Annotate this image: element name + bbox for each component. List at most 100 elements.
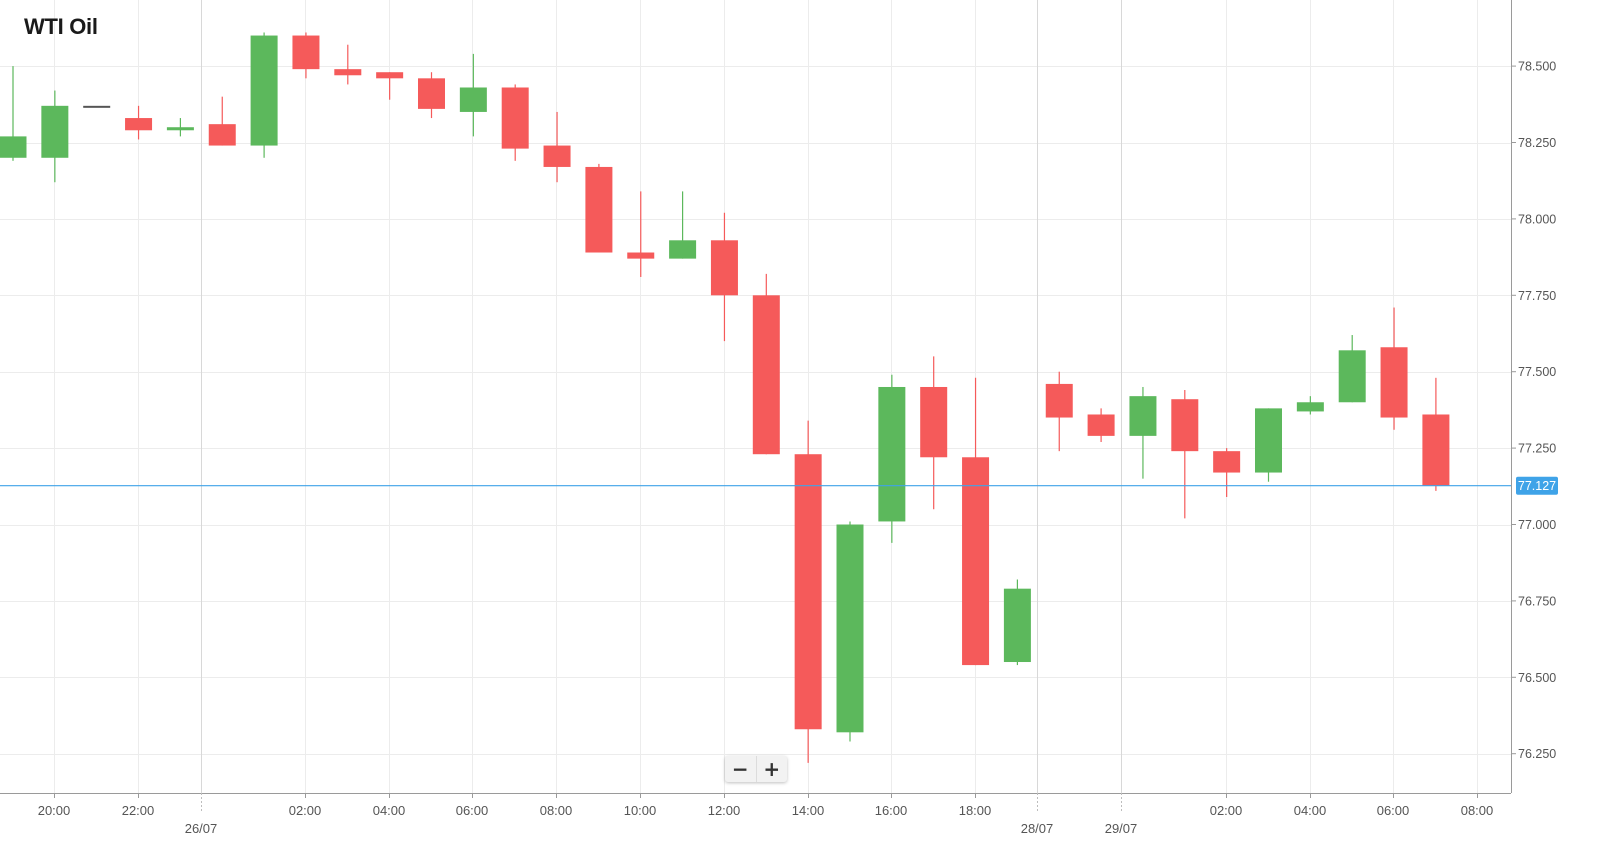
candle[interactable] [1338,335,1366,403]
candle-series[interactable] [0,32,1450,763]
candle-body[interactable] [1087,414,1115,436]
current-price-line: 77.127 [0,476,1558,495]
candle-body[interactable] [1296,402,1324,412]
candle[interactable] [0,66,27,161]
candle[interactable] [1003,579,1031,666]
x-axis: 20:00 22:00 02:00 04:00 06:00 08:00 10:00 12:00… [0,793,1511,836]
y-tick-label: 77.000 [1518,518,1556,532]
y-tick-label: 77.250 [1518,442,1556,456]
x-tick-label: 08:00 [1461,803,1494,818]
candle-body[interactable] [292,35,320,70]
x-tick-label: 06:00 [1377,803,1410,818]
candle[interactable] [669,191,697,259]
x-tick-label: 02:00 [1210,803,1243,818]
candle[interactable] [1087,408,1115,442]
candle[interactable] [1129,386,1157,479]
candle-body[interactable] [836,524,864,733]
candle[interactable] [501,84,529,161]
candle[interactable] [627,191,655,277]
candle[interactable] [710,212,738,342]
candle[interactable] [125,105,153,140]
x-tick-label: 10:00 [624,803,657,818]
zoom-controls: − + [725,756,787,782]
candle[interactable] [418,72,445,119]
candle[interactable] [1296,396,1324,415]
candle[interactable] [83,105,111,108]
candle[interactable] [1380,307,1408,430]
candle-body[interactable] [1171,399,1199,452]
candle[interactable] [1171,390,1199,519]
candle-body[interactable] [125,118,153,131]
candle[interactable] [459,53,487,137]
candle[interactable] [166,118,194,137]
candle-body[interactable] [752,295,780,455]
date-label: 29/07 [1105,821,1138,836]
candle-body[interactable] [376,72,404,79]
candle-body[interactable] [1129,396,1157,436]
candle-body[interactable] [1003,588,1031,663]
candle[interactable] [334,44,362,85]
candle[interactable] [1422,377,1450,491]
candle-body[interactable] [1422,414,1450,486]
candle[interactable] [585,163,613,253]
candle-body[interactable] [1045,383,1073,418]
zoom-in-button[interactable]: + [755,756,788,782]
candle-body[interactable] [1213,451,1241,473]
x-tick-label: 12:00 [708,803,741,818]
candle-body[interactable] [543,145,571,167]
candle[interactable] [1255,408,1282,482]
current-price-badge [1516,476,1558,495]
candle-body[interactable] [0,136,27,158]
candle[interactable] [250,32,278,158]
candle-body[interactable] [585,166,613,253]
candle[interactable] [962,377,990,666]
candle[interactable] [878,374,906,543]
x-tick-label: 18:00 [959,803,992,818]
candle-body[interactable] [669,240,697,259]
x-tick-label: 14:00 [792,803,825,818]
chart-title: WTI Oil [24,14,98,39]
candle-body[interactable] [41,105,69,158]
y-tick-label: 76.750 [1518,594,1556,608]
candle[interactable] [543,111,571,183]
candle[interactable] [920,356,948,510]
y-tick-label: 78.000 [1518,212,1556,226]
candle[interactable] [208,96,236,146]
candle[interactable] [794,420,822,763]
candle-body[interactable] [1338,350,1366,403]
candle[interactable] [292,32,320,79]
x-tick-label: 22:00 [122,803,155,818]
candle-body[interactable] [878,386,906,522]
candle-body[interactable] [1380,347,1408,418]
y-axis: 76.250 76.500 76.750 77.000 77.250 77.500 77.7… [1511,0,1556,793]
candle-body[interactable] [501,87,529,149]
x-tick-label: 04:00 [373,803,406,818]
candle-body[interactable] [334,69,362,76]
candle-body[interactable] [166,127,194,131]
candle-body[interactable] [83,105,111,108]
candle[interactable] [1213,448,1241,497]
candle-body[interactable] [710,240,738,296]
candle-body[interactable] [627,252,655,259]
candle-body[interactable] [1255,408,1282,473]
candle-body[interactable] [459,87,487,112]
candle[interactable] [376,72,404,100]
x-tick-label: 06:00 [456,803,489,818]
candle[interactable] [836,521,864,742]
candle-body[interactable] [920,386,948,458]
candle-body[interactable] [962,457,990,666]
candle-body[interactable] [250,35,278,146]
candle[interactable] [41,90,69,183]
x-tick-label: 02:00 [289,803,322,818]
candle-body[interactable] [794,454,822,730]
zoom-out-button[interactable]: − [731,757,749,781]
candle[interactable] [752,273,780,455]
candle-body[interactable] [418,78,445,109]
candle[interactable] [1045,371,1073,452]
y-tick-label: 78.250 [1518,136,1556,150]
y-tick-label: 78.500 [1518,60,1556,74]
y-tick-label: 77.500 [1518,365,1556,379]
candle-body[interactable] [208,124,236,146]
